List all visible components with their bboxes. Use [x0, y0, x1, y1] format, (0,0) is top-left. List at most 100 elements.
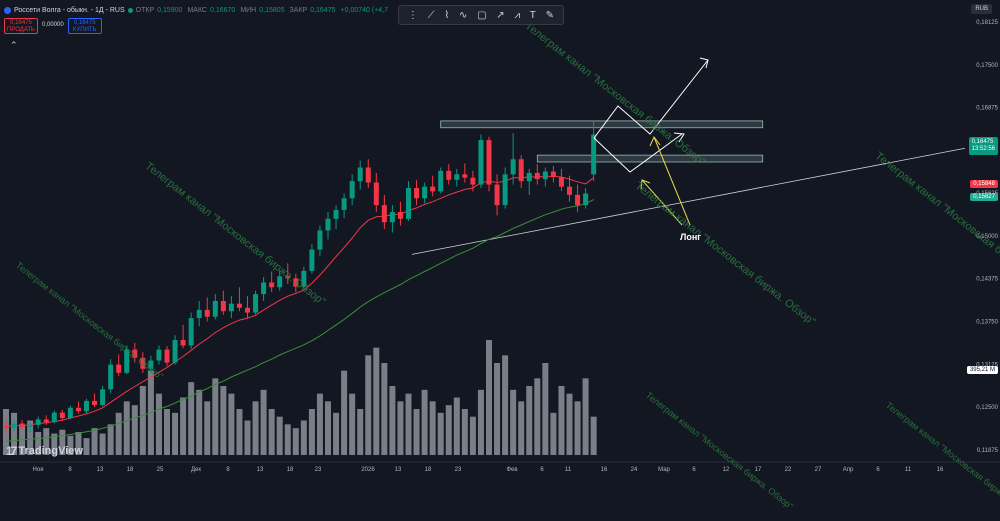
volume-bar: [268, 409, 275, 455]
x-tick-label: 18: [425, 467, 432, 473]
candle: [583, 188, 589, 209]
candle: [422, 182, 428, 204]
add-indicator-button[interactable]: ⌃: [10, 40, 18, 50]
currency-button[interactable]: RUB: [971, 4, 992, 14]
y-tick-label: 0,15000: [976, 234, 998, 240]
candle: [164, 346, 170, 366]
ma-slow-line: [5, 199, 594, 442]
volume-bar: [477, 389, 484, 455]
candle: [245, 296, 250, 319]
brush-tool-icon[interactable]: ✎: [545, 9, 554, 21]
pattern-tool-icon[interactable]: ⩘: [514, 9, 521, 21]
yellow-arrow: [641, 179, 683, 226]
candle: [486, 136, 492, 192]
volume-bar: [43, 428, 50, 455]
arrow-tool-icon[interactable]: ↗: [496, 9, 505, 21]
polyline-tool-icon[interactable]: ∿: [458, 9, 468, 21]
y-tick-label: 0,14375: [976, 277, 998, 283]
volume-bar: [526, 386, 533, 455]
volume-bar: [107, 424, 114, 455]
volume-bar: [75, 432, 82, 455]
sell-button[interactable]: 0,16475 ПРОДАТЬ: [4, 18, 38, 34]
candle: [3, 420, 9, 434]
volume-bar: [381, 363, 388, 455]
moving-averages: [5, 175, 595, 442]
drag-handle-icon[interactable]: ⋮: [407, 9, 418, 21]
x-tick-label: Дек: [191, 467, 201, 473]
candle: [510, 133, 516, 185]
trendline-tool-icon[interactable]: ⟋: [427, 9, 435, 21]
volume-bar: [180, 397, 187, 455]
candle: [100, 385, 106, 407]
tradingview-logo-icon: 17: [6, 444, 17, 458]
volume-bar: [365, 355, 372, 455]
volume-bar: [83, 438, 90, 455]
candle: [59, 409, 65, 421]
candle: [11, 419, 17, 432]
symbol-title[interactable]: Россети Волга - обыкн. - 1Д - RUS: [14, 6, 125, 14]
ma-fast-price-label: 0,15848: [970, 180, 998, 188]
volume-bar: [389, 386, 396, 455]
candle: [156, 345, 162, 365]
volume-bar: [534, 378, 541, 455]
candle: [349, 174, 355, 206]
x-tick-label: 8: [226, 467, 230, 473]
candle: [397, 201, 403, 226]
candle: [148, 355, 154, 373]
path-tool-icon[interactable]: ⌇: [444, 9, 450, 21]
candle: [220, 290, 226, 315]
candle: [575, 184, 581, 212]
candle: [75, 401, 81, 414]
candle: [172, 335, 178, 365]
x-tick-label: 13: [257, 467, 264, 473]
x-tick-label: 2026: [361, 467, 375, 473]
candle: [430, 175, 436, 197]
candle: [212, 294, 218, 320]
volume-bar: [35, 432, 42, 455]
price-chart[interactable]: 0,181250,175000,168750,162500,156250,150…: [0, 0, 1000, 480]
brand-name: TradingView: [18, 445, 83, 457]
candle: [558, 168, 564, 191]
candle: [293, 273, 299, 293]
volume-bar: [27, 420, 34, 455]
volume-bar: [333, 412, 340, 455]
x-tick-label: 16: [601, 467, 608, 473]
trendline: [411, 147, 966, 255]
x-tick-label: 6: [876, 467, 880, 473]
x-tick-label: 18: [287, 467, 294, 473]
candle: [365, 159, 371, 188]
market-open-icon: [127, 7, 133, 13]
volume-bar: [469, 416, 476, 455]
candle: [446, 164, 452, 185]
sell-price: 0,16475: [10, 20, 32, 26]
text-tool-icon[interactable]: T: [529, 9, 536, 21]
candle: [309, 244, 315, 274]
candle: [325, 211, 331, 240]
candle: [567, 175, 572, 202]
volume-bar: [357, 409, 364, 455]
candle: [188, 312, 194, 349]
buy-button[interactable]: 0,16475 КУПИТЬ: [67, 18, 102, 34]
candle: [301, 266, 307, 289]
candle: [27, 422, 33, 433]
candle: [67, 405, 73, 420]
volume-bar: [510, 389, 517, 455]
current-price-value: 0,16475: [971, 139, 994, 145]
rectangle-tool-icon[interactable]: ▢: [477, 9, 487, 21]
volume-bar: [236, 409, 243, 455]
ohlc-close-value: 0,16475: [310, 6, 336, 14]
buy-label: КУПИТЬ: [72, 27, 97, 33]
volume-bar: [115, 412, 122, 455]
candle: [84, 398, 89, 414]
x-tick-label: 23: [315, 467, 322, 473]
candle: [591, 121, 597, 182]
volume-bar: [542, 363, 549, 455]
volume-bar: [228, 393, 235, 455]
volume-bar: [260, 389, 267, 455]
x-tick-label: 27: [815, 467, 822, 473]
symbol-logo-icon: [4, 6, 11, 14]
candle: [373, 172, 379, 212]
ohlc-close-label: ЗАКР: [289, 6, 308, 14]
y-tick-label: 0,16875: [976, 106, 998, 112]
volume-bar: [155, 393, 162, 455]
